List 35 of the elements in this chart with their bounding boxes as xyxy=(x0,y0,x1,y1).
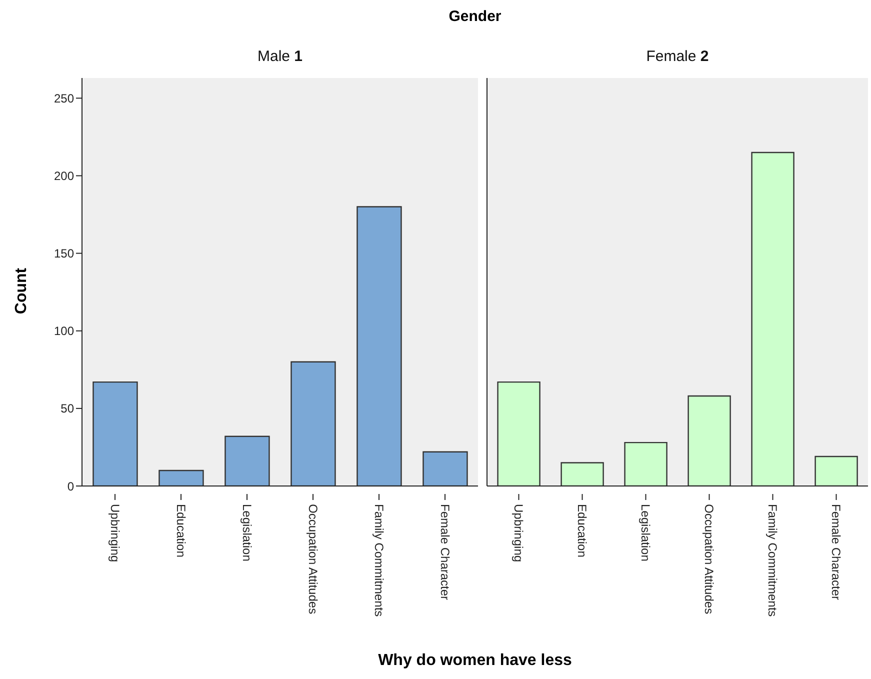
chart-title: Female 2 xyxy=(646,48,709,65)
x-tick-label: Education xyxy=(575,504,590,558)
chart-title: Male 1 xyxy=(257,48,303,65)
bar xyxy=(158,470,204,486)
x-tick-label: Female Character xyxy=(438,504,452,600)
y-tick-label: 250 xyxy=(54,91,74,106)
y-tick-label: 200 xyxy=(54,168,74,183)
x-tick-label: Family Commitments xyxy=(766,504,780,617)
bar xyxy=(422,451,468,486)
bar xyxy=(688,395,731,486)
x-tick-label: Upbringing xyxy=(108,504,122,562)
bar xyxy=(92,381,138,486)
bar xyxy=(560,462,604,486)
x-tick-label: Upbringing xyxy=(512,504,526,562)
bar xyxy=(290,361,336,486)
x-axis-title: Why do women have less xyxy=(377,652,573,670)
x-tick-label: Legislation xyxy=(240,504,254,562)
x-tick-label: Family Commitments xyxy=(372,504,386,617)
x-tick-label: Education xyxy=(174,504,188,558)
bar xyxy=(497,381,540,486)
bar xyxy=(814,456,858,486)
y-tick-label: 0 xyxy=(67,479,74,494)
x-tick-label: Occupation Attitudes xyxy=(702,504,716,614)
y-tick-label: 100 xyxy=(54,324,74,338)
bar xyxy=(624,442,668,486)
y-tick-label: 150 xyxy=(54,246,74,261)
bar xyxy=(356,206,402,486)
text: Gender xyxy=(448,8,502,25)
x-tick-label: Occupation Attitudes xyxy=(306,504,320,614)
bar xyxy=(224,436,270,486)
bar xyxy=(751,152,794,486)
y-axis-title: Count xyxy=(13,268,31,314)
y-tick-label: 50 xyxy=(60,402,74,416)
x-tick-label: Female Character xyxy=(829,504,844,600)
x-tick-label: Legislation xyxy=(638,504,653,562)
